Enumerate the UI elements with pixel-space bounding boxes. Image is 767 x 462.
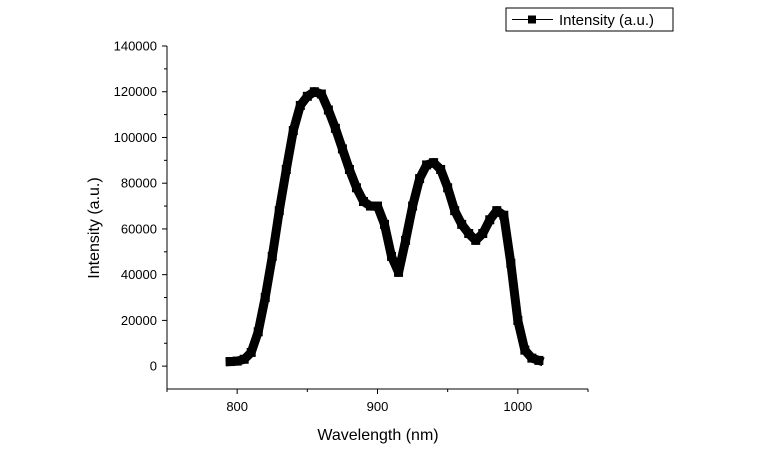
y-tick-label: 140000 [114,39,157,54]
data-point [471,235,481,245]
x-tick-label: 800 [226,399,248,414]
data-point [246,347,256,357]
data-point [415,174,425,184]
y-tick-label: 120000 [114,84,157,99]
data-point [520,345,530,355]
data-point [380,219,390,229]
y-axis-title: Intensity (a.u.) [86,177,103,278]
data-point [358,196,368,206]
x-tick-label: 1000 [503,399,532,414]
data-point [288,126,298,136]
data-point [457,219,467,229]
data-point [365,201,375,211]
data-point [499,210,509,220]
data-point [351,183,361,193]
data-point [436,164,446,174]
series-layer [225,87,545,367]
legend: Intensity (a.u.) [505,7,674,32]
legend-label: Intensity (a.u.) [559,12,654,29]
data-point [274,206,284,216]
legend-box [505,7,674,32]
data-point [323,105,333,115]
data-point [295,100,305,110]
data-point [513,315,523,325]
data-point [408,201,418,211]
y-tick-label: 20000 [121,313,157,328]
data-point [316,89,326,99]
data-point [337,144,347,154]
x-axis-title: Wavelength (nm) [317,427,438,444]
data-point [394,267,404,277]
data-point [485,215,495,225]
data-point [373,201,382,211]
data-point [344,164,354,174]
data-point [534,355,544,365]
data-point [253,327,263,337]
data-point [492,206,502,216]
data-point [478,229,488,239]
y-tick-label: 80000 [121,176,157,191]
data-point [429,158,439,168]
data-point [401,235,411,245]
data-point [330,123,340,133]
data-point [239,354,249,364]
data-point [267,251,277,261]
data-point [464,229,474,239]
legend-marker [528,15,536,24]
y-tick-label: 40000 [121,267,157,282]
data-point [302,91,312,101]
y-tick-label: 60000 [121,221,157,236]
data-point [506,258,516,268]
x-axis-ticks: 800 900 1000 [166,389,589,414]
data-point [422,160,432,170]
data-point [260,293,270,303]
data-point [443,183,453,193]
data-point [281,164,291,174]
y-axis-ticks: 0 20000 40000 60000 80000 100000 120000 140000 [114,39,167,374]
data-point [450,206,460,216]
data-point [527,353,537,363]
data-point [225,357,235,367]
data-point [309,87,319,97]
data-point [387,251,397,261]
data-point [232,356,242,366]
y-tick-label: 100000 [114,130,157,145]
x-tick-label: 900 [367,399,389,414]
y-tick-label: 0 [150,359,157,374]
